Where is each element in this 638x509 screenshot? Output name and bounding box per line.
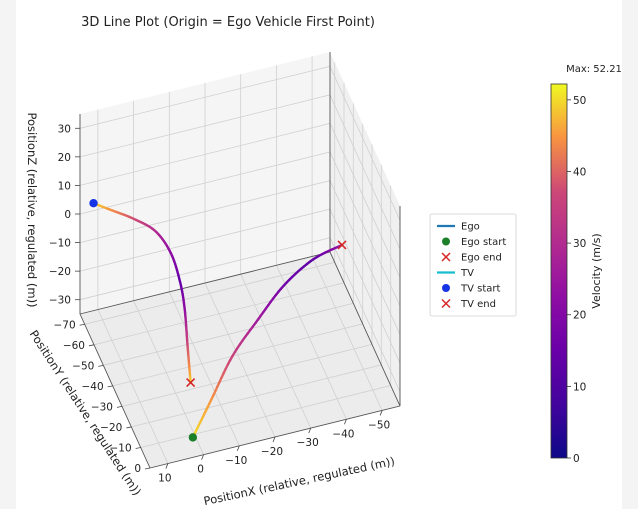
x-tick-label: −10 xyxy=(225,455,247,467)
legend-entry: Ego start xyxy=(442,237,506,248)
colorbar-gradient xyxy=(550,83,568,459)
colorbar-tick-label: 50 xyxy=(573,95,586,107)
colorbar-tick-label: 20 xyxy=(573,310,586,322)
x-tick-label: −50 xyxy=(368,419,390,431)
legend-label: Ego end xyxy=(461,253,502,264)
y-tick-mark xyxy=(116,406,123,408)
x-tick-label: −40 xyxy=(332,428,354,440)
series-tv xyxy=(92,202,192,384)
chart-title: 3D Line Plot (Origin = Ego Vehicle First… xyxy=(81,15,375,30)
legend-label: TV start xyxy=(460,284,500,295)
z-tick-label: 30 xyxy=(58,123,71,135)
x-tick-label: −30 xyxy=(297,437,319,449)
y-tick-label: −30 xyxy=(91,401,113,413)
colorbar-label: Velocity (m/s) xyxy=(590,233,603,308)
ego-end-marker xyxy=(337,240,347,250)
x-tick-mark xyxy=(344,419,347,425)
y-tick-mark xyxy=(107,385,113,388)
legend-circle-swatch xyxy=(442,237,450,246)
legend-x-swatch xyxy=(441,298,451,309)
y-tick-mark xyxy=(98,364,104,367)
axis-edge xyxy=(329,251,401,407)
y-tick-label: −40 xyxy=(81,381,103,393)
x-tick-label: −20 xyxy=(261,446,283,458)
tv-start-marker xyxy=(89,199,98,208)
colorbar-tick-label: 40 xyxy=(573,166,586,178)
cross-stroke xyxy=(186,377,196,388)
x-tick-label: 0 xyxy=(197,464,204,476)
x-tick-mark xyxy=(308,427,312,434)
x-tick-label: 10 xyxy=(158,473,171,485)
axis-edge xyxy=(79,313,151,469)
z-tick-label: 10 xyxy=(58,180,71,192)
legend: Ego Ego start Ego end TV TV start TV end xyxy=(429,213,517,317)
z-tick-label: −10 xyxy=(49,238,71,250)
cross-stroke xyxy=(337,240,347,250)
axis-edge xyxy=(79,251,331,315)
y-tick-mark xyxy=(144,467,151,470)
x-tick-mark xyxy=(165,463,169,469)
axes-edges xyxy=(79,52,401,469)
colorbar: Max: 52.21 Velocity (m/s) 0 10 20 30 40 50 xyxy=(550,64,622,465)
x-tick-mark xyxy=(272,436,276,443)
colorbar-max-label: Max: 52.21 xyxy=(566,64,622,75)
legend-label: Ego start xyxy=(461,237,506,248)
y-tick-label: −10 xyxy=(109,442,131,454)
series-layer xyxy=(92,202,344,439)
legend-label: TV end xyxy=(460,299,496,310)
y-tick-label: 0 xyxy=(134,463,141,475)
y-tick-mark xyxy=(135,447,141,449)
legend-entry: Ego xyxy=(437,222,480,233)
z-tick-label: −20 xyxy=(49,266,71,278)
legend-box xyxy=(429,213,517,317)
colorbar-tick-label: 30 xyxy=(573,238,586,250)
legend-circle-swatch xyxy=(442,284,450,292)
colorbar-tick-label: 10 xyxy=(573,381,586,393)
y-tick-label: −20 xyxy=(100,422,122,434)
z-tick-label: 0 xyxy=(64,209,71,221)
y-tick-label: −70 xyxy=(53,319,75,331)
legend-label: Ego xyxy=(461,222,480,233)
z-axis-label: PositionZ (relative, regulated (m)) xyxy=(25,112,39,307)
x-tick-mark xyxy=(379,410,383,416)
legend-entry: Ego end xyxy=(441,252,502,264)
legend-entry: TV end xyxy=(441,298,496,310)
legend-entry: TV start xyxy=(442,284,500,295)
y-tick-mark xyxy=(88,344,95,347)
axes-ticks: 100−10−20−30−40−500−10−20−30−40−50−60−70… xyxy=(49,123,390,484)
tv-end-marker xyxy=(186,377,196,388)
series-ego xyxy=(191,243,344,439)
colorbar-tick-label: 0 xyxy=(573,453,580,465)
y-tick-mark xyxy=(126,426,132,429)
ego-start-marker xyxy=(188,433,198,442)
y-tick-label: −60 xyxy=(63,340,85,352)
x-tick-mark xyxy=(236,445,240,452)
legend-label: TV xyxy=(460,268,474,279)
markers-layer xyxy=(89,199,347,442)
y-tick-label: −50 xyxy=(72,360,94,372)
z-tick-label: 20 xyxy=(58,152,71,164)
y-tick-mark xyxy=(79,323,85,326)
x-tick-mark xyxy=(201,454,204,460)
legend-entry: TV xyxy=(437,268,474,279)
z-tick-label: −30 xyxy=(49,295,71,307)
legend-x-swatch xyxy=(441,252,451,262)
